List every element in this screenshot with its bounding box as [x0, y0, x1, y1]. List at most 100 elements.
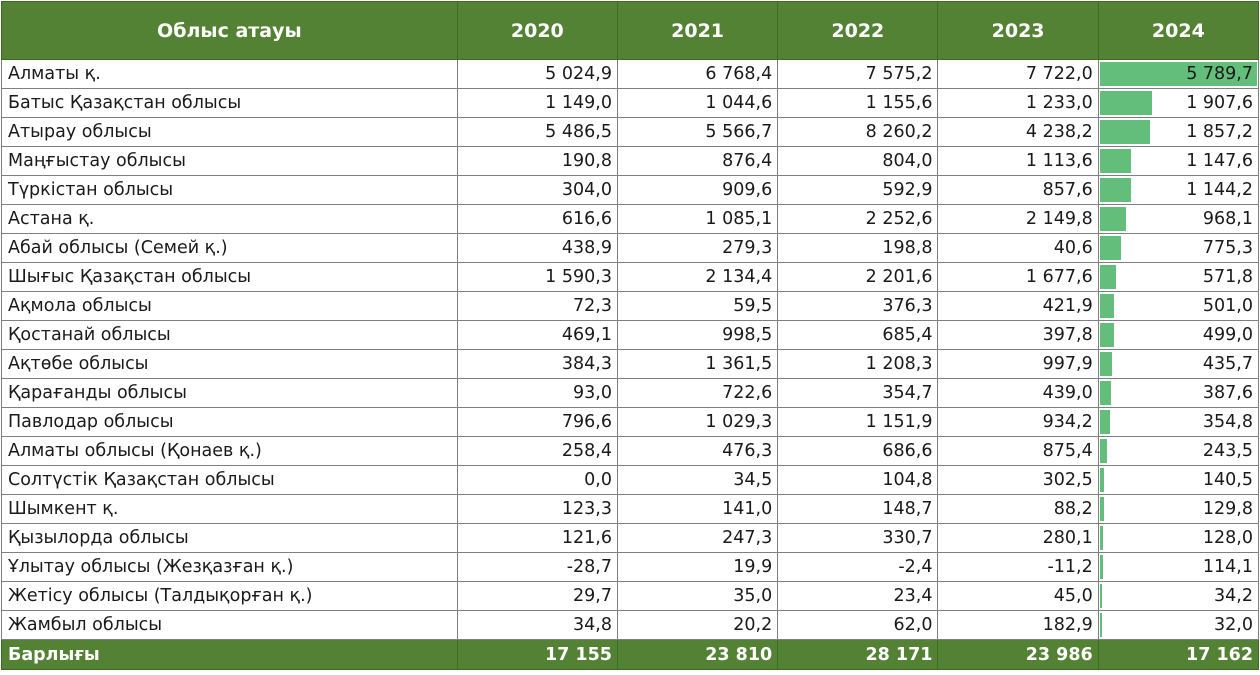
value-2020: 121,6 [456, 523, 618, 553]
value-2023: 302,5 [937, 465, 1099, 495]
value-2024-text: 129,8 [1202, 499, 1253, 519]
value-2022: 1 155,6 [777, 88, 939, 118]
value-2020: 93,0 [456, 378, 618, 408]
value-2024: 32,0 [1097, 610, 1260, 640]
value-2021: 34,5 [616, 465, 779, 495]
value-2024: 114,1 [1097, 552, 1260, 582]
table-row: Қызылорда облысы 121,6 247,3 330,7 280,1 128,… [1, 523, 1260, 553]
region-name: Ақтөбе облысы [1, 349, 458, 379]
data-bar-2024 [1099, 294, 1114, 318]
value-2024: 1 857,2 [1097, 117, 1260, 147]
value-2021: 1 085,1 [616, 204, 779, 234]
value-2024-text: 499,0 [1202, 325, 1253, 345]
value-2023: 1 677,6 [937, 262, 1099, 292]
region-name: Түркістан облысы [1, 175, 458, 205]
value-2022: 686,6 [777, 436, 939, 466]
value-2024: 571,8 [1097, 262, 1260, 292]
region-name: Шымкент қ. [1, 494, 458, 524]
value-2020: 438,9 [456, 233, 618, 263]
column-header-2020: 2020 [456, 1, 618, 60]
data-bar-2024 [1099, 352, 1112, 376]
region-name: Абай облысы (Семей қ.) [1, 233, 458, 263]
value-2022: 1 208,3 [777, 349, 939, 379]
table-body: Алматы қ. 5 024,9 6 768,4 7 575,2 7 722,0 5 7… [1, 59, 1260, 640]
value-2024-text: 775,3 [1202, 238, 1253, 258]
value-2024: 354,8 [1097, 407, 1260, 437]
value-2024: 1 147,6 [1097, 146, 1260, 176]
value-2021: 247,3 [616, 523, 779, 553]
value-2023: 2 149,8 [937, 204, 1099, 234]
value-2024-text: 34,2 [1214, 586, 1253, 606]
data-bar-2024 [1099, 613, 1102, 637]
column-header-2022: 2022 [777, 1, 939, 60]
value-2021: 59,5 [616, 291, 779, 321]
region-name: Жетісу облысы (Талдықорған қ.) [1, 581, 458, 611]
column-header-2024: 2024 [1097, 1, 1260, 60]
value-2024-text: 1 147,6 [1186, 151, 1253, 171]
value-2020: 469,1 [456, 320, 618, 350]
region-name: Батыс Қазақстан облысы [1, 88, 458, 118]
value-2024-text: 128,0 [1202, 528, 1253, 548]
region-name: Павлодар облысы [1, 407, 458, 437]
value-2021: 1 361,5 [616, 349, 779, 379]
column-header-region: Облыс атауы [1, 1, 458, 60]
value-2024: 34,2 [1097, 581, 1260, 611]
value-2021: 141,0 [616, 494, 779, 524]
data-bar-2024 [1099, 497, 1104, 521]
value-2021: 1 029,3 [616, 407, 779, 437]
value-2021: 19,9 [616, 552, 779, 582]
total-row: Барлығы 17 155 23 810 28 171 23 986 17 1… [1, 639, 1260, 670]
region-name: Солтүстік Қазақстан облысы [1, 465, 458, 495]
value-2022: 1 151,9 [777, 407, 939, 437]
value-2022: 376,3 [777, 291, 939, 321]
value-2024-text: 501,0 [1202, 296, 1253, 316]
value-2021: 476,3 [616, 436, 779, 466]
data-bar-2024 [1099, 526, 1103, 550]
value-2021: 909,6 [616, 175, 779, 205]
region-name: Қарағанды облысы [1, 378, 458, 408]
table-row: Абай облысы (Семей қ.) 438,9 279,3 198,8 40,… [1, 233, 1260, 263]
value-2024: 140,5 [1097, 465, 1260, 495]
value-2023: 280,1 [937, 523, 1099, 553]
table-row: Шымкент қ. 123,3 141,0 148,7 88,2 129,8 [1, 494, 1260, 524]
value-2023: 997,9 [937, 349, 1099, 379]
value-2023: -11,2 [937, 552, 1099, 582]
value-2021: 6 768,4 [616, 59, 779, 89]
table-row: Павлодар облысы 796,6 1 029,3 1 151,9 934,2 3… [1, 407, 1260, 437]
table-row: Жамбыл облысы 34,8 20,2 62,0 182,9 32,0 [1, 610, 1260, 640]
value-2023: 439,0 [937, 378, 1099, 408]
value-2024-text: 435,7 [1202, 354, 1253, 374]
value-2021: 35,0 [616, 581, 779, 611]
value-2024: 129,8 [1097, 494, 1260, 524]
value-2020: 123,3 [456, 494, 618, 524]
region-name: Маңғыстау облысы [1, 146, 458, 176]
value-2024: 775,3 [1097, 233, 1260, 263]
region-name: Жамбыл облысы [1, 610, 458, 640]
value-2020: 616,6 [456, 204, 618, 234]
table-row: Жетісу облысы (Талдықорған қ.) 29,7 35,0 23… [1, 581, 1260, 611]
data-bar-2024 [1099, 381, 1111, 405]
value-2023: 397,8 [937, 320, 1099, 350]
value-2024-text: 243,5 [1202, 441, 1253, 461]
value-2020: 384,3 [456, 349, 618, 379]
data-bar-2024 [1099, 91, 1152, 115]
table-row: Шығыс Қазақстан облысы 1 590,3 2 134,4 2 20… [1, 262, 1260, 292]
value-2024-text: 387,6 [1202, 383, 1253, 403]
value-2020: 29,7 [456, 581, 618, 611]
value-2024-text: 1 144,2 [1186, 180, 1253, 200]
value-2021: 1 044,6 [616, 88, 779, 118]
value-2024: 128,0 [1097, 523, 1260, 553]
value-2022: 104,8 [777, 465, 939, 495]
value-2020: 796,6 [456, 407, 618, 437]
value-2022: 804,0 [777, 146, 939, 176]
value-2023: 88,2 [937, 494, 1099, 524]
total-2020: 17 155 [456, 639, 618, 670]
total-label: Барлығы [1, 639, 458, 670]
value-2022: -2,4 [777, 552, 939, 582]
value-2022: 148,7 [777, 494, 939, 524]
value-2023: 182,9 [937, 610, 1099, 640]
table-row: Қарағанды облысы 93,0 722,6 354,7 439,0 387,6 [1, 378, 1260, 408]
value-2024-text: 1 907,6 [1186, 93, 1253, 113]
table-row: Алматы қ. 5 024,9 6 768,4 7 575,2 7 722,0 5 7… [1, 59, 1260, 89]
